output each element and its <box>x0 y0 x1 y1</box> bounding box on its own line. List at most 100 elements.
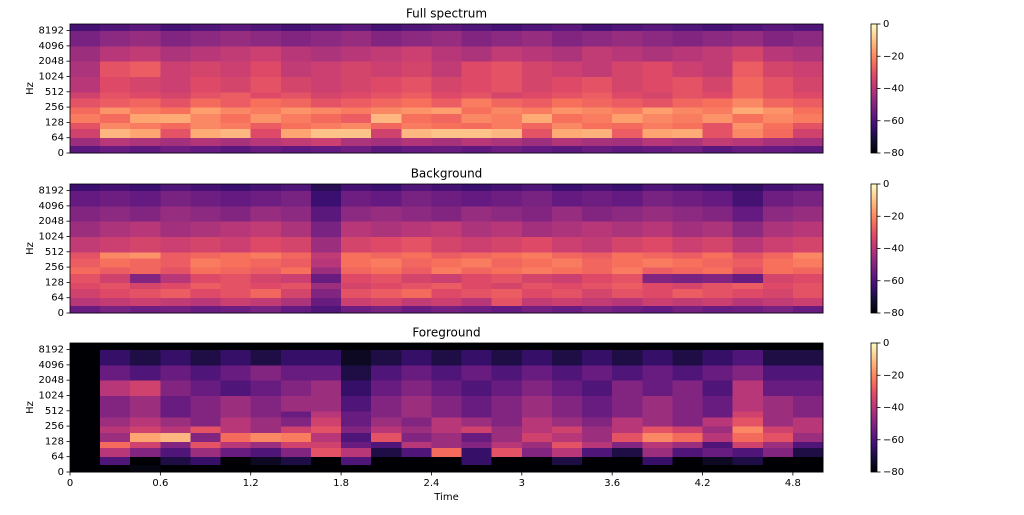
cell <box>280 273 312 283</box>
cell <box>612 395 643 412</box>
cell <box>70 251 101 259</box>
cell <box>551 122 583 130</box>
cell <box>702 267 734 274</box>
cell <box>582 447 613 458</box>
cell <box>792 236 824 253</box>
cell <box>491 107 523 114</box>
cell <box>582 410 613 418</box>
cell <box>250 380 282 396</box>
cell <box>642 447 673 458</box>
cell <box>70 305 101 314</box>
cell <box>642 364 673 381</box>
cell <box>280 380 312 396</box>
cell <box>732 24 764 32</box>
spectrogram <box>70 24 824 154</box>
cell <box>732 61 764 77</box>
cell <box>521 364 553 381</box>
cell <box>582 432 613 442</box>
cell <box>371 236 402 253</box>
cell <box>371 122 402 130</box>
cell <box>250 273 282 283</box>
cell <box>762 137 794 146</box>
cell <box>280 137 312 146</box>
cell <box>280 447 312 458</box>
cell <box>642 76 673 93</box>
cell <box>762 251 794 259</box>
cell <box>220 61 252 77</box>
cell <box>582 258 613 268</box>
y-tick-label: 0 <box>58 148 64 159</box>
colorbar-tick-label: −20 <box>883 211 904 222</box>
cell <box>491 432 523 442</box>
cell <box>160 137 191 146</box>
cell <box>70 128 101 139</box>
cell <box>461 364 493 381</box>
cell <box>431 24 463 32</box>
cell <box>521 128 553 139</box>
cell <box>672 190 704 207</box>
y-tick-label: 256 <box>45 421 64 432</box>
cell <box>371 30 402 47</box>
cell <box>160 441 191 449</box>
cell <box>702 107 734 114</box>
cell <box>642 441 673 449</box>
cell <box>732 30 764 47</box>
cell <box>672 282 704 290</box>
cell <box>220 98 252 108</box>
cell <box>461 91 493 99</box>
cell <box>190 447 222 458</box>
cell <box>280 122 312 130</box>
cell <box>130 190 161 207</box>
cell <box>762 122 794 130</box>
cell <box>642 426 673 433</box>
cell <box>130 24 161 32</box>
cell <box>70 456 101 465</box>
cell <box>341 410 372 418</box>
cell <box>672 305 704 314</box>
cell <box>250 417 282 427</box>
cell <box>280 267 312 274</box>
cell <box>220 456 252 465</box>
cell <box>582 137 613 146</box>
cell <box>521 91 553 99</box>
cell <box>130 91 161 99</box>
cell <box>491 137 523 146</box>
cell <box>371 447 402 458</box>
cell <box>551 456 583 465</box>
cell <box>491 305 523 314</box>
cell <box>130 297 161 306</box>
cell <box>431 184 463 192</box>
cell <box>792 273 824 283</box>
cell <box>280 417 312 427</box>
cell <box>250 349 282 366</box>
cell <box>280 410 312 418</box>
cell <box>130 305 161 314</box>
cell <box>461 447 493 458</box>
cell <box>401 145 432 154</box>
cell <box>551 297 583 306</box>
cell <box>762 343 794 351</box>
cell <box>70 343 101 351</box>
cell <box>461 282 493 290</box>
cell <box>792 343 824 351</box>
cell <box>220 364 252 381</box>
cell <box>341 128 372 139</box>
cell <box>642 122 673 130</box>
cell <box>642 61 673 77</box>
cell <box>70 273 101 283</box>
cell <box>401 267 432 274</box>
cell <box>521 426 553 433</box>
chart-title: Full spectrum <box>406 7 487 21</box>
cell <box>100 426 131 433</box>
cell <box>792 98 824 108</box>
cell <box>792 128 824 139</box>
cell <box>461 145 493 154</box>
cell <box>672 91 704 99</box>
cell <box>551 45 583 62</box>
cell <box>521 184 553 192</box>
cell <box>491 113 523 123</box>
cell <box>310 410 342 418</box>
cell <box>551 410 583 418</box>
cell <box>582 113 613 123</box>
y-tick-label: 64 <box>51 133 64 144</box>
